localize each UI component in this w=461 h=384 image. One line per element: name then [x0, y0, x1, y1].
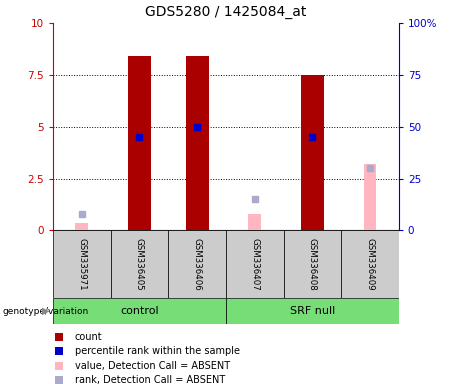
- Bar: [226, 230, 284, 298]
- Bar: [53, 298, 226, 324]
- Bar: [53, 230, 111, 298]
- Text: rank, Detection Call = ABSENT: rank, Detection Call = ABSENT: [75, 375, 225, 384]
- Text: count: count: [75, 332, 102, 342]
- Text: GSM336406: GSM336406: [193, 238, 201, 290]
- Text: control: control: [120, 306, 159, 316]
- Title: GDS5280 / 1425084_at: GDS5280 / 1425084_at: [145, 5, 307, 19]
- Bar: [128, 56, 151, 230]
- Bar: [364, 164, 376, 230]
- Bar: [76, 223, 88, 230]
- Text: percentile rank within the sample: percentile rank within the sample: [75, 346, 240, 356]
- Text: GSM336409: GSM336409: [366, 238, 374, 290]
- Text: GSM336407: GSM336407: [250, 238, 259, 290]
- Bar: [248, 214, 261, 230]
- Bar: [284, 230, 341, 298]
- Bar: [168, 230, 226, 298]
- Bar: [185, 56, 208, 230]
- Text: ▶: ▶: [42, 306, 50, 316]
- Bar: [341, 230, 399, 298]
- Text: GSM336405: GSM336405: [135, 238, 144, 290]
- Text: value, Detection Call = ABSENT: value, Detection Call = ABSENT: [75, 361, 230, 371]
- Text: GSM336408: GSM336408: [308, 238, 317, 290]
- Bar: [301, 75, 324, 230]
- Bar: [226, 298, 399, 324]
- Text: genotype/variation: genotype/variation: [2, 306, 89, 316]
- Text: SRF null: SRF null: [290, 306, 335, 316]
- Bar: [111, 230, 168, 298]
- Text: GSM335971: GSM335971: [77, 238, 86, 290]
